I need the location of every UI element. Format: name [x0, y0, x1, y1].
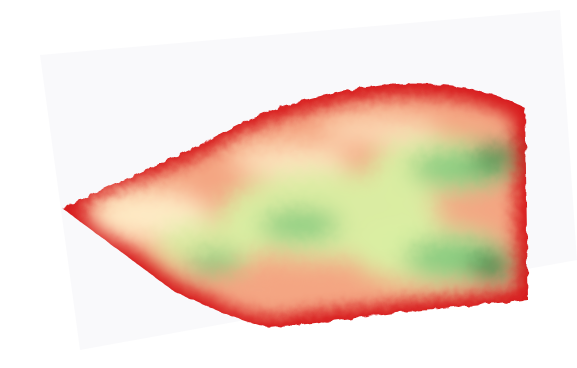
zone-dark-green-ne: [471, 146, 515, 170]
zone-orange-south-2: [340, 275, 400, 295]
zone-light-north: [230, 144, 350, 176]
zone-orange-south: [220, 272, 300, 308]
zone-green-sw: [187, 250, 243, 274]
zone-green-center: [260, 209, 340, 241]
zone-dark-green-se: [470, 251, 510, 279]
zone-light-top: [320, 116, 440, 144]
